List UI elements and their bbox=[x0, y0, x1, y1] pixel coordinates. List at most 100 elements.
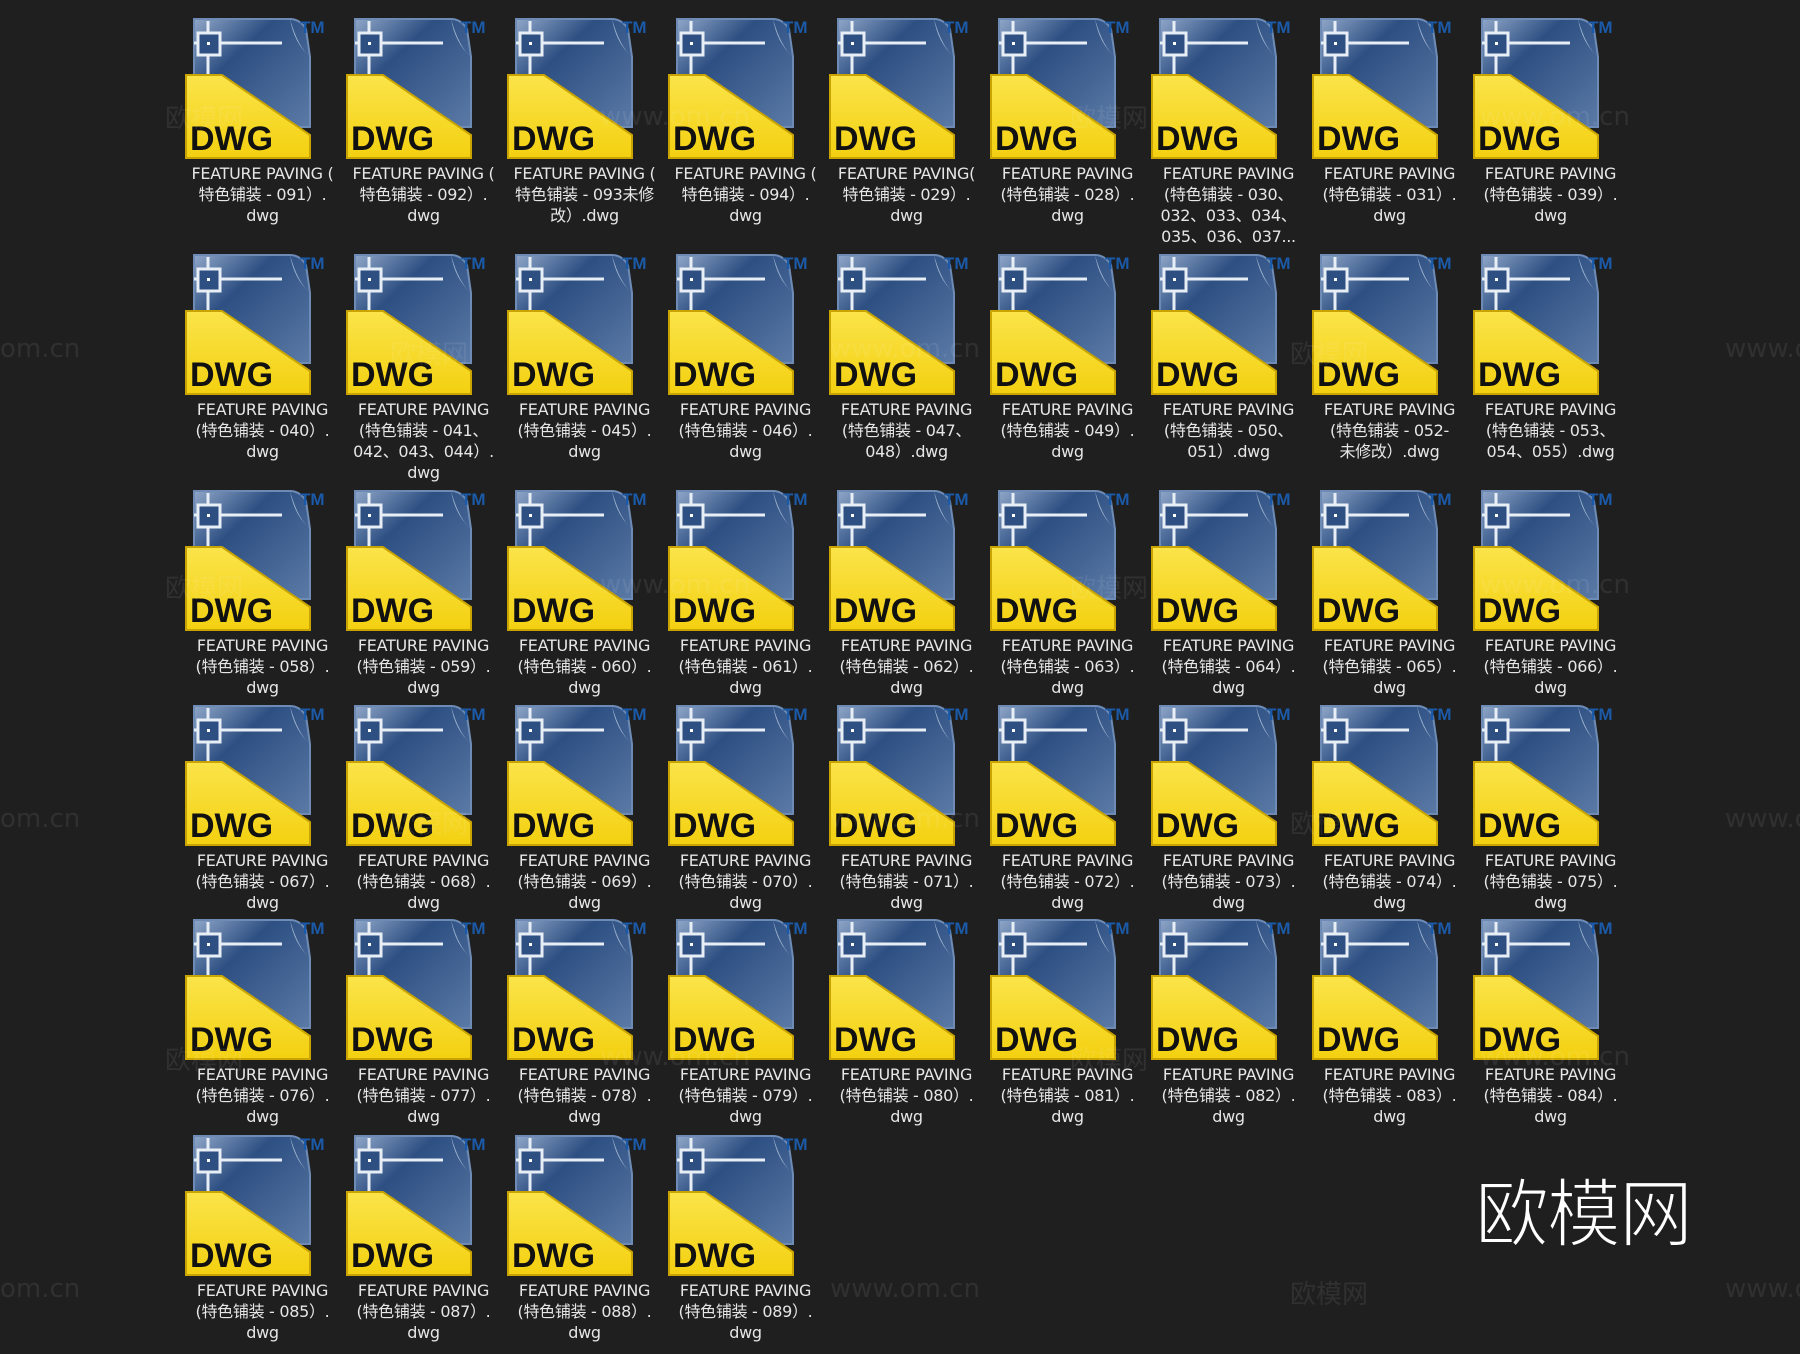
dwg-file-icon: DWG TM bbox=[668, 919, 808, 1060]
trademark-text: TM bbox=[1105, 18, 1130, 37]
file-name: FEATURE PAVING (特色铺装 - 060）. dwg bbox=[517, 636, 652, 697]
trademark-text: TM bbox=[1588, 18, 1613, 37]
dwg-badge-text: DWG bbox=[190, 807, 273, 845]
file-item[interactable]: DWG TM FEATURE PAVING (特色铺装 - 081）. dwg bbox=[987, 918, 1148, 1138]
file-name: FEATURE PAVING (特色铺装 - 079）. dwg bbox=[678, 1065, 813, 1126]
file-item[interactable]: DWG TM FEATURE PAVING (特色铺装 - 058）. dwg bbox=[182, 489, 343, 709]
file-name: FEATURE PAVING( 特色铺装 - 029）. dwg bbox=[837, 164, 976, 225]
trademark-text: TM bbox=[1105, 490, 1130, 509]
dwg-badge-text: DWG bbox=[1156, 356, 1239, 394]
file-item[interactable]: DWG TM FEATURE PAVING (特色铺装 - 078）. dwg bbox=[504, 918, 665, 1138]
file-item[interactable]: DWG TM FEATURE PAVING (特色铺装 - 030、 032、033… bbox=[1148, 17, 1309, 246]
dwg-file-icon: DWG TM bbox=[185, 490, 325, 631]
dwg-file-icon: DWG TM bbox=[1312, 919, 1452, 1060]
file-name: FEATURE PAVING (特色铺装 - 031）. dwg bbox=[1322, 164, 1457, 225]
file-name: FEATURE PAVING (特色铺装 - 077）. dwg bbox=[356, 1065, 491, 1126]
file-item[interactable]: DWG TM FEATURE PAVING (特色铺装 - 072）. dwg bbox=[987, 704, 1148, 924]
file-item[interactable]: DWG TM FEATURE PAVING (特色铺装 - 041、 042、043… bbox=[343, 253, 504, 482]
file-name: FEATURE PAVING (特色铺装 - 047、 048）.dwg bbox=[840, 400, 973, 461]
trademark-text: TM bbox=[300, 919, 325, 938]
trademark-text: TM bbox=[1427, 919, 1452, 938]
trademark-text: TM bbox=[622, 254, 647, 273]
file-item[interactable]: DWG TM FEATURE PAVING (特色铺装 - 067）. dwg bbox=[182, 704, 343, 924]
dwg-badge-text: DWG bbox=[1156, 1021, 1239, 1059]
file-item[interactable]: DWG TM FEATURE PAVING( 特色铺装 - 029）. dwg bbox=[826, 17, 987, 237]
file-item[interactable]: DWG TM FEATURE PAVING (特色铺装 - 031）. dwg bbox=[1309, 17, 1470, 237]
file-item[interactable]: DWG TM FEATURE PAVING ( 特色铺装 - 092）. dwg bbox=[343, 17, 504, 237]
trademark-text: TM bbox=[461, 18, 486, 37]
file-item[interactable]: DWG TM FEATURE PAVING ( 特色铺装 - 094）. dwg bbox=[665, 17, 826, 237]
file-item[interactable]: DWG TM FEATURE PAVING (特色铺装 - 028）. dwg bbox=[987, 17, 1148, 237]
dwg-file-icon: DWG TM bbox=[990, 254, 1130, 395]
trademark-text: TM bbox=[622, 490, 647, 509]
dwg-file-icon: DWG TM bbox=[990, 18, 1130, 159]
file-item[interactable]: DWG TM FEATURE PAVING (特色铺装 - 060）. dwg bbox=[504, 489, 665, 709]
file-item[interactable]: DWG TM FEATURE PAVING (特色铺装 - 066）. dwg bbox=[1470, 489, 1631, 709]
dwg-badge-text: DWG bbox=[190, 1021, 273, 1059]
dwg-file-icon: DWG TM bbox=[185, 919, 325, 1060]
file-item[interactable]: DWG TM FEATURE PAVING (特色铺装 - 083）. dwg bbox=[1309, 918, 1470, 1138]
file-item[interactable]: DWG TM FEATURE PAVING (特色铺装 - 063）. dwg bbox=[987, 489, 1148, 709]
dwg-file-icon: DWG TM bbox=[1151, 18, 1291, 159]
file-item[interactable]: DWG TM FEATURE PAVING (特色铺装 - 047、 048）.dw… bbox=[826, 253, 987, 473]
file-item[interactable]: DWG TM FEATURE PAVING (特色铺装 - 065）. dwg bbox=[1309, 489, 1470, 709]
file-item[interactable]: DWG TM FEATURE PAVING (特色铺装 - 084）. dwg bbox=[1470, 918, 1631, 1138]
file-item[interactable]: DWG TM FEATURE PAVING (特色铺装 - 080）. dwg bbox=[826, 918, 987, 1138]
dwg-file-icon: DWG TM bbox=[1312, 705, 1452, 846]
file-name: FEATURE PAVING (特色铺装 - 049）. dwg bbox=[1000, 400, 1135, 461]
file-item[interactable]: DWG TM FEATURE PAVING (特色铺装 - 061）. dwg bbox=[665, 489, 826, 709]
file-item[interactable]: DWG TM FEATURE PAVING (特色铺装 - 049）. dwg bbox=[987, 253, 1148, 473]
file-item[interactable]: DWG TM FEATURE PAVING (特色铺装 - 052- 未修改）.dw… bbox=[1309, 253, 1470, 473]
file-item[interactable]: DWG TM FEATURE PAVING (特色铺装 - 082）. dwg bbox=[1148, 918, 1309, 1138]
file-item[interactable]: DWG TM FEATURE PAVING (特色铺装 - 068）. dwg bbox=[343, 704, 504, 924]
trademark-text: TM bbox=[1266, 919, 1291, 938]
file-item[interactable]: DWG TM FEATURE PAVING ( 特色铺装 - 091）. dwg bbox=[182, 17, 343, 237]
file-item[interactable]: DWG TM FEATURE PAVING (特色铺装 - 074）. dwg bbox=[1309, 704, 1470, 924]
file-item[interactable]: DWG TM FEATURE PAVING (特色铺装 - 053、 054、055… bbox=[1470, 253, 1631, 473]
file-name: FEATURE PAVING (特色铺装 - 040）. dwg bbox=[195, 400, 330, 461]
dwg-file-icon: DWG TM bbox=[1312, 18, 1452, 159]
file-item[interactable]: DWG TM FEATURE PAVING (特色铺装 - 064）. dwg bbox=[1148, 489, 1309, 709]
dwg-file-icon: DWG TM bbox=[1312, 490, 1452, 631]
trademark-text: TM bbox=[622, 705, 647, 724]
file-item[interactable]: DWG TM FEATURE PAVING (特色铺装 - 076）. dwg bbox=[182, 918, 343, 1138]
trademark-text: TM bbox=[944, 18, 969, 37]
file-name: FEATURE PAVING (特色铺装 - 081）. dwg bbox=[1000, 1065, 1135, 1126]
file-item[interactable]: DWG TM FEATURE PAVING (特色铺装 - 079）. dwg bbox=[665, 918, 826, 1138]
file-item[interactable]: DWG TM FEATURE PAVING (特色铺装 - 046）. dwg bbox=[665, 253, 826, 473]
file-item[interactable]: DWG TM FEATURE PAVING (特色铺装 - 050、 051）.dw… bbox=[1148, 253, 1309, 473]
dwg-file-icon: DWG TM bbox=[1473, 18, 1613, 159]
dwg-badge-text: DWG bbox=[995, 592, 1078, 630]
dwg-file-icon: DWG TM bbox=[1312, 254, 1452, 395]
file-item[interactable]: DWG TM FEATURE PAVING (特色铺装 - 087）. dwg bbox=[343, 1134, 504, 1354]
file-item[interactable]: DWG TM FEATURE PAVING (特色铺装 - 088）. dwg bbox=[504, 1134, 665, 1354]
file-item[interactable]: DWG TM FEATURE PAVING (特色铺装 - 062）. dwg bbox=[826, 489, 987, 709]
file-item[interactable]: DWG TM FEATURE PAVING (特色铺装 - 075）. dwg bbox=[1470, 704, 1631, 924]
dwg-file-icon: DWG TM bbox=[829, 490, 969, 631]
file-item[interactable]: DWG TM FEATURE PAVING (特色铺装 - 045）. dwg bbox=[504, 253, 665, 473]
file-item[interactable]: DWG TM FEATURE PAVING (特色铺装 - 059）. dwg bbox=[343, 489, 504, 709]
file-item[interactable]: DWG TM FEATURE PAVING (特色铺装 - 077）. dwg bbox=[343, 918, 504, 1138]
file-item[interactable]: DWG TM FEATURE PAVING (特色铺装 - 040）. dwg bbox=[182, 253, 343, 473]
dwg-badge-text: DWG bbox=[351, 592, 434, 630]
dwg-badge-text: DWG bbox=[834, 807, 917, 845]
dwg-file-icon: DWG TM bbox=[1151, 490, 1291, 631]
dwg-badge-text: DWG bbox=[1478, 120, 1561, 158]
file-item[interactable]: DWG TM FEATURE PAVING ( 特色铺装 - 093未修 改）.dw… bbox=[504, 17, 665, 237]
trademark-text: TM bbox=[300, 490, 325, 509]
dwg-file-icon: DWG TM bbox=[829, 705, 969, 846]
dwg-badge-text: DWG bbox=[995, 356, 1078, 394]
file-item[interactable]: DWG TM FEATURE PAVING (特色铺装 - 089）. dwg bbox=[665, 1134, 826, 1354]
trademark-text: TM bbox=[300, 705, 325, 724]
dwg-badge-text: DWG bbox=[512, 1237, 595, 1275]
dwg-badge-text: DWG bbox=[834, 1021, 917, 1059]
dwg-badge-text: DWG bbox=[1156, 807, 1239, 845]
file-item[interactable]: DWG TM FEATURE PAVING (特色铺装 - 085）. dwg bbox=[182, 1134, 343, 1354]
file-item[interactable]: DWG TM FEATURE PAVING (特色铺装 - 071）. dwg bbox=[826, 704, 987, 924]
file-item[interactable]: DWG TM FEATURE PAVING (特色铺装 - 073）. dwg bbox=[1148, 704, 1309, 924]
file-item[interactable]: DWG TM FEATURE PAVING (特色铺装 - 070）. dwg bbox=[665, 704, 826, 924]
file-item[interactable]: DWG TM FEATURE PAVING (特色铺装 - 069）. dwg bbox=[504, 704, 665, 924]
file-item[interactable]: DWG TM FEATURE PAVING (特色铺装 - 039）. dwg bbox=[1470, 17, 1631, 237]
file-name: FEATURE PAVING (特色铺装 - 078）. dwg bbox=[517, 1065, 652, 1126]
